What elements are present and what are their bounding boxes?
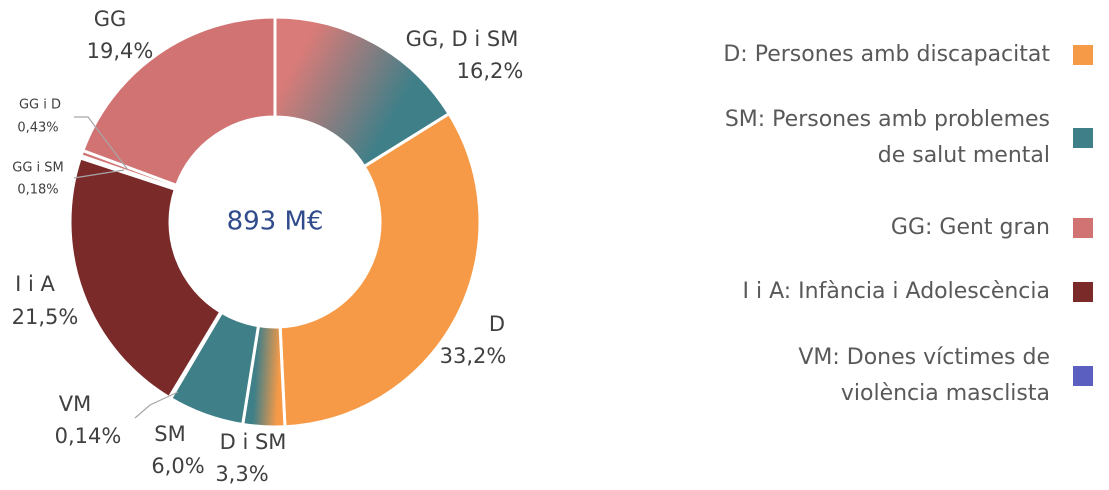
value-label: 0,43% bbox=[17, 121, 58, 136]
slice-label: VM bbox=[59, 392, 91, 416]
legend-label: GG: Gent gran bbox=[891, 215, 1050, 240]
value-label: 0,14% bbox=[55, 424, 122, 448]
slice-label: SM bbox=[154, 422, 185, 446]
value-label: 0,18% bbox=[17, 183, 58, 198]
legend-label: SM: Persones amb problemes bbox=[725, 107, 1050, 132]
legend-swatch bbox=[1073, 128, 1093, 148]
slice bbox=[68, 156, 223, 400]
legend-label: I i A: Infància i Adolescència bbox=[742, 279, 1050, 304]
legend-label: violència masclista bbox=[841, 381, 1050, 406]
slice bbox=[278, 111, 482, 429]
legend-swatch bbox=[1073, 282, 1093, 302]
leader-line bbox=[134, 391, 179, 419]
leader-line bbox=[74, 116, 129, 171]
legend-swatch bbox=[1073, 45, 1093, 65]
slice-label: D i SM bbox=[220, 430, 287, 454]
legend-label: VM: Dones víctimes de bbox=[798, 345, 1050, 370]
slice-label: I i A bbox=[15, 272, 55, 296]
slice-label: D bbox=[489, 312, 505, 336]
legend-label: de salut mental bbox=[878, 143, 1050, 168]
value-label: 33,2% bbox=[440, 344, 507, 368]
slice bbox=[80, 15, 277, 188]
leader-line bbox=[73, 169, 125, 179]
value-label: 6,0% bbox=[151, 454, 204, 478]
center-label: 893 M€ bbox=[227, 207, 324, 237]
legend-swatch bbox=[1073, 218, 1093, 238]
legend-label: D: Persones amb discapacitat bbox=[723, 42, 1050, 67]
value-label: 19,4% bbox=[87, 39, 154, 63]
slice bbox=[273, 15, 452, 169]
slice-label: GG i SM bbox=[12, 161, 64, 176]
slice-label: GG bbox=[94, 7, 127, 31]
legend-swatch bbox=[1073, 366, 1093, 386]
slice-label: GG, D i SM bbox=[406, 27, 519, 51]
value-label: 21,5% bbox=[12, 305, 79, 329]
slice-label: GG i D bbox=[19, 98, 61, 113]
donut bbox=[68, 15, 482, 429]
value-label: 16,2% bbox=[457, 59, 524, 83]
value-label: 3,3% bbox=[215, 462, 268, 486]
